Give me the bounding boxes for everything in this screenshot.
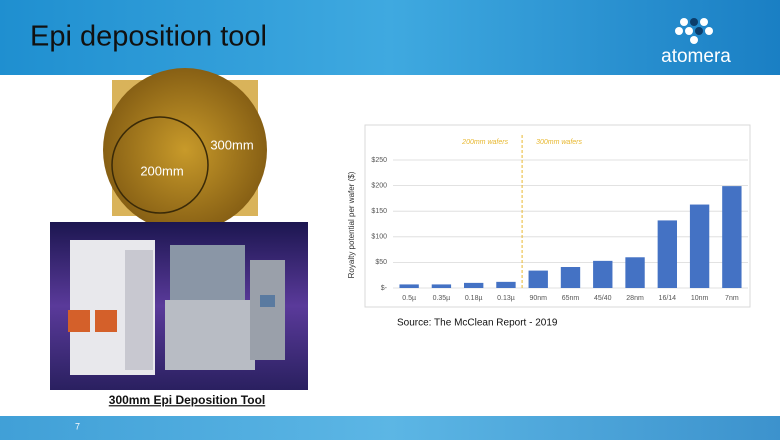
x-tick-label: 90nm	[529, 295, 547, 302]
tool-caption: 300mm Epi Deposition Tool	[109, 393, 265, 407]
slide-title: Epi deposition tool	[30, 21, 267, 53]
x-tick-label: 0.35µ	[433, 295, 451, 302]
annotation: 200mm wafers	[461, 139, 508, 146]
x-tick-label: 0.5µ	[402, 295, 416, 302]
bar	[431, 284, 452, 288]
x-tick-label: 28nm	[626, 295, 644, 302]
x-tick-label: 65nm	[562, 295, 580, 302]
x-tick-label: 0.13µ	[497, 295, 515, 302]
bar	[496, 281, 516, 288]
y-tick-label: $250	[371, 157, 387, 164]
chart-frame	[364, 124, 751, 308]
bar	[399, 284, 419, 288]
y-axis-label: Royalty potential per wafer ($)	[347, 171, 356, 278]
page-number-overlay: 7	[75, 421, 80, 431]
x-tick-label: 7nm	[725, 295, 739, 302]
header-band	[0, 0, 780, 75]
wafer-image: 300mm 200mm	[103, 68, 267, 232]
y-tick-label: $-	[381, 285, 388, 292]
y-tick-label: $100	[371, 234, 387, 241]
bar	[689, 204, 710, 288]
x-tick-label: 45/40	[594, 295, 612, 302]
source: Source: The McClean Report - 2019	[397, 318, 558, 329]
logo-icon	[675, 18, 713, 44]
wafer-label: 200mm	[140, 163, 183, 178]
x-tick-label: 0.18µ	[465, 295, 483, 302]
bar	[657, 220, 677, 288]
bar	[593, 260, 613, 288]
x-tick-label: 16/14	[659, 295, 677, 302]
annotation: 300mm wafers	[536, 139, 582, 146]
bar	[464, 282, 484, 288]
bar	[528, 270, 548, 288]
wafer-label: 300mm	[210, 137, 253, 152]
logo-text: atomera	[661, 46, 731, 67]
bar	[560, 267, 581, 288]
y-tick-label: $150	[371, 208, 387, 215]
footer-band	[0, 416, 780, 440]
x-tick-label: 10nm	[691, 295, 709, 302]
tool-image	[50, 222, 308, 390]
bar	[625, 257, 645, 288]
y-tick-label: $200	[371, 182, 387, 189]
y-tick-label: $50	[375, 259, 387, 266]
bar	[722, 186, 742, 288]
